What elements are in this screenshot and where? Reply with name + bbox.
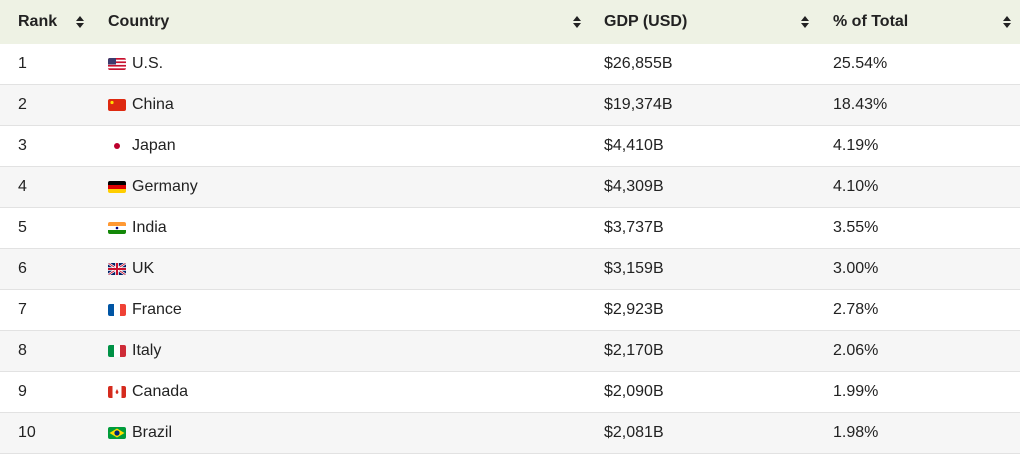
country-name: France (132, 301, 182, 318)
table-row: 2 China $19,374B 18.43% (0, 85, 1020, 126)
header-cell[interactable]: GDP (USD) (604, 13, 688, 30)
share: 25.54% (833, 55, 888, 72)
country-name: Canada (132, 383, 189, 400)
table-row: 3 Japan $4,410B 4.19% (0, 126, 1020, 167)
country: Italy (108, 342, 161, 360)
rank: 8 (18, 342, 27, 359)
country: Germany (108, 178, 198, 196)
flag (108, 222, 126, 234)
sort-icon[interactable] (1002, 15, 1012, 29)
table-row: 9 Canada $2,090B 1.99% (0, 372, 1020, 413)
sort-icon[interactable] (75, 15, 85, 29)
country: Japan (108, 137, 176, 155)
table-row: 6 UK $3,159B 3.00% (0, 249, 1020, 290)
rank: 4 (18, 178, 27, 195)
country-name: Brazil (132, 424, 173, 441)
gdp: $4,309B (604, 178, 664, 195)
rank: 5 (18, 219, 27, 236)
table-row: 10 Brazil $2,081B 1.98% (0, 413, 1020, 454)
country-name: Japan (132, 137, 176, 154)
flag (108, 263, 126, 275)
country-name: UK (132, 260, 155, 277)
rank: 10 (18, 424, 36, 441)
gdp: $2,170B (604, 342, 664, 359)
header-cell[interactable]: % of Total (833, 13, 909, 30)
share: 18.43% (833, 96, 888, 113)
rank: 9 (18, 383, 27, 400)
gdp: $26,855B (604, 55, 673, 72)
share: 1.99% (833, 383, 879, 400)
flag (108, 140, 126, 152)
header-cell[interactable]: Country (108, 13, 170, 30)
rank: 1 (18, 55, 27, 72)
header-cell[interactable]: Rank (18, 13, 58, 30)
flag (108, 427, 126, 439)
share: 3.55% (833, 219, 879, 236)
country: China (108, 96, 174, 114)
country-name: Germany (132, 178, 198, 195)
gdp: $19,374B (604, 96, 673, 113)
country-name: China (132, 96, 174, 113)
share: 2.78% (833, 301, 879, 318)
sort-icon[interactable] (800, 15, 810, 29)
table-row: 8 Italy $2,170B 2.06% (0, 331, 1020, 372)
flag (108, 345, 126, 357)
flag (108, 99, 126, 111)
rank: 3 (18, 137, 27, 154)
gdp: $2,090B (604, 383, 664, 400)
rank: 6 (18, 260, 27, 277)
rank: 2 (18, 96, 27, 113)
gdp: $3,159B (604, 260, 664, 277)
country: Canada (108, 383, 188, 401)
table-row: 4 Germany $4,309B 4.10% (0, 167, 1020, 208)
share: 4.10% (833, 178, 879, 195)
gdp: $2,081B (604, 424, 664, 441)
sort-icon[interactable] (572, 15, 582, 29)
table-row: 1 U.S. $26,855B 25.54% (0, 44, 1020, 85)
share: 1.98% (833, 424, 879, 441)
country: Brazil (108, 424, 172, 442)
country: UK (108, 260, 154, 278)
country-name: U.S. (132, 55, 164, 72)
gdp: $3,737B (604, 219, 664, 236)
table-row: 5 India $3,737B 3.55% (0, 208, 1020, 249)
header-row: Rank Country GDP (USD) % of Total (0, 0, 1020, 44)
gdp: $2,923B (604, 301, 664, 318)
share: 3.00% (833, 260, 879, 277)
share: 4.19% (833, 137, 879, 154)
country: U.S. (108, 55, 163, 73)
share: 2.06% (833, 342, 879, 359)
table-row: 7 France $2,923B 2.78% (0, 290, 1020, 331)
country: India (108, 219, 167, 237)
flag (108, 304, 126, 316)
flag (108, 181, 126, 193)
rank: 7 (18, 301, 27, 318)
country: France (108, 301, 182, 319)
country-name: India (132, 219, 167, 236)
gdp: $4,410B (604, 137, 664, 154)
flag (108, 58, 126, 70)
country-name: Italy (132, 342, 162, 359)
flag (108, 386, 126, 398)
